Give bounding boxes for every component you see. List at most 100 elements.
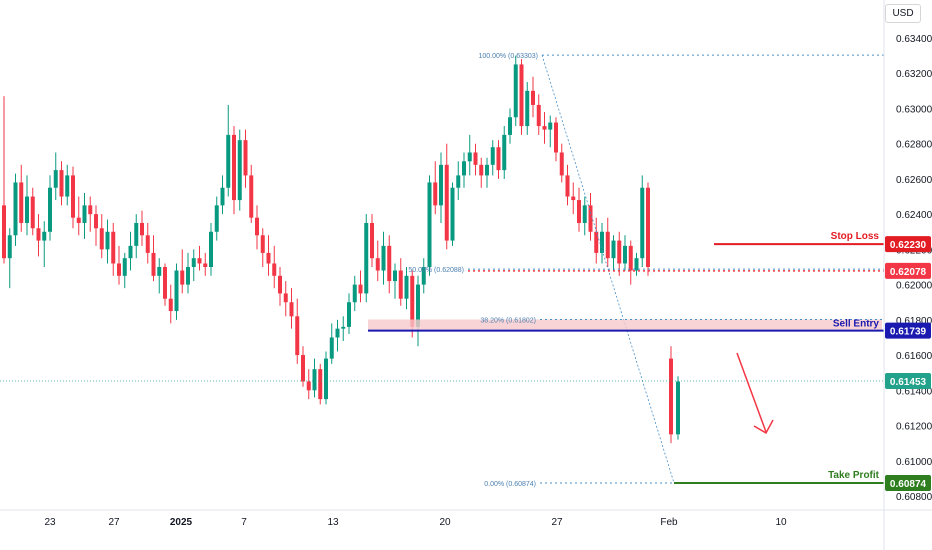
candle-body: [140, 222, 144, 236]
candle-body: [479, 164, 484, 176]
fib-level-label: 100.00% (0.63303): [478, 53, 538, 60]
candle-body: [565, 175, 570, 197]
candle-body: [640, 187, 645, 259]
candle-body: [364, 222, 369, 294]
candle-body: [19, 182, 24, 223]
candle-body: [255, 217, 259, 236]
sell-entry-tag-bg: [885, 322, 931, 339]
candle-body: [318, 369, 323, 400]
currency-label: USD: [892, 8, 914, 19]
price-tick-label: 0.62400: [896, 210, 932, 221]
candle-body: [404, 275, 409, 299]
candle-body: [289, 302, 294, 317]
candle-body: [82, 205, 87, 223]
candle-body: [634, 258, 639, 271]
price-tags-group: 0.62230 0.62078 0.61739 0.61453 0.60874: [885, 236, 931, 491]
price-axis: 0.63400 0.63200 0.63000 0.62800 0.62600 0.624…: [883, 0, 932, 550]
candle-body: [370, 222, 374, 259]
candle-body: [65, 175, 70, 197]
price-tick-label: 0.60800: [896, 492, 932, 503]
candle-body: [214, 205, 219, 232]
candle-body: [600, 231, 604, 253]
price-tick-label: 0.63000: [896, 104, 932, 115]
price-tick-label: 0.63400: [896, 34, 932, 45]
candle-body: [134, 222, 139, 246]
candle-body: [180, 270, 185, 285]
take-profit-tag: 0.60874: [890, 479, 927, 490]
candle-body: [324, 358, 328, 400]
candle-body: [329, 337, 334, 359]
fib-50-tag: 0.62078: [890, 267, 927, 278]
candle-body: [582, 205, 587, 223]
candle-body: [605, 231, 610, 259]
fib-level-label: 50.00% (0.62088): [408, 267, 464, 274]
candle-body: [398, 270, 403, 299]
candle-body: [347, 302, 351, 327]
candle-body: [295, 316, 300, 356]
currency-button[interactable]: USD: [885, 4, 921, 23]
candle-body: [669, 358, 673, 435]
take-profit-label: Take Profit: [828, 470, 880, 481]
candle-body: [341, 326, 346, 329]
candle-body: [226, 134, 231, 188]
candle-body: [128, 245, 133, 259]
candle-body: [352, 284, 357, 303]
candle-body: [48, 187, 52, 232]
overlays-group: 100.00% (0.63303) 50.00% (0.62088) 38.20% …: [0, 53, 884, 488]
candle-body: [111, 231, 116, 264]
candle-body: [358, 284, 363, 294]
time-tick-label: 13: [327, 517, 339, 528]
candle-body: [186, 267, 190, 285]
candle-body: [220, 187, 225, 206]
candle-body: [410, 275, 415, 327]
candle-body: [571, 196, 576, 201]
sell-zone: [368, 319, 882, 331]
price-tick-label: 0.63200: [896, 69, 932, 80]
candle-body: [387, 245, 392, 282]
candle-body: [2, 205, 6, 259]
sell-entry-label: Sell Entry: [833, 319, 880, 330]
stop-loss-tag-bg: [885, 236, 931, 253]
candle-body: [375, 258, 380, 271]
candle-body: [588, 205, 593, 232]
candle-body: [485, 164, 489, 176]
price-tick-label: 0.61400: [896, 386, 932, 397]
candle-body: [174, 270, 179, 312]
time-tick-label: 23: [44, 517, 56, 528]
candle-body: [203, 263, 208, 267]
candle-body: [145, 235, 150, 253]
candle-body: [283, 293, 288, 303]
candle-body: [393, 270, 397, 282]
price-tick-label: 0.61600: [896, 351, 932, 362]
candle-body: [94, 214, 98, 229]
candle-body: [25, 196, 29, 223]
down-arrow-shaft: [736, 352, 767, 433]
candle-body: [646, 187, 650, 267]
take-profit-tag-bg: [885, 474, 931, 491]
candle-body: [462, 161, 466, 176]
candle-body: [611, 240, 616, 259]
candle-body: [433, 182, 438, 206]
candle-body: [617, 240, 622, 264]
current-price-tag: 0.61453: [890, 377, 927, 388]
candle-body: [335, 328, 340, 338]
price-tick-label: 0.61800: [896, 316, 932, 327]
candle-body: [260, 235, 265, 253]
price-tick-label: 0.62600: [896, 175, 932, 186]
stop-loss-label: Stop Loss: [831, 231, 880, 242]
fib-level-label: 0.00% (0.60874): [484, 481, 536, 488]
candle-body: [381, 245, 386, 271]
candle-body: [53, 170, 58, 188]
candle-body: [163, 267, 167, 299]
candle-body: [232, 134, 236, 201]
candle-body: [536, 104, 541, 127]
candle-body: [157, 267, 162, 276]
candle-body: [191, 258, 196, 267]
candle-body: [628, 245, 633, 271]
time-tick-label: Feb: [660, 517, 678, 528]
candle-body: [548, 122, 553, 130]
price-tick-label: 0.61000: [896, 457, 932, 468]
candle-body: [525, 90, 530, 127]
time-tick-label: 10: [775, 517, 787, 528]
